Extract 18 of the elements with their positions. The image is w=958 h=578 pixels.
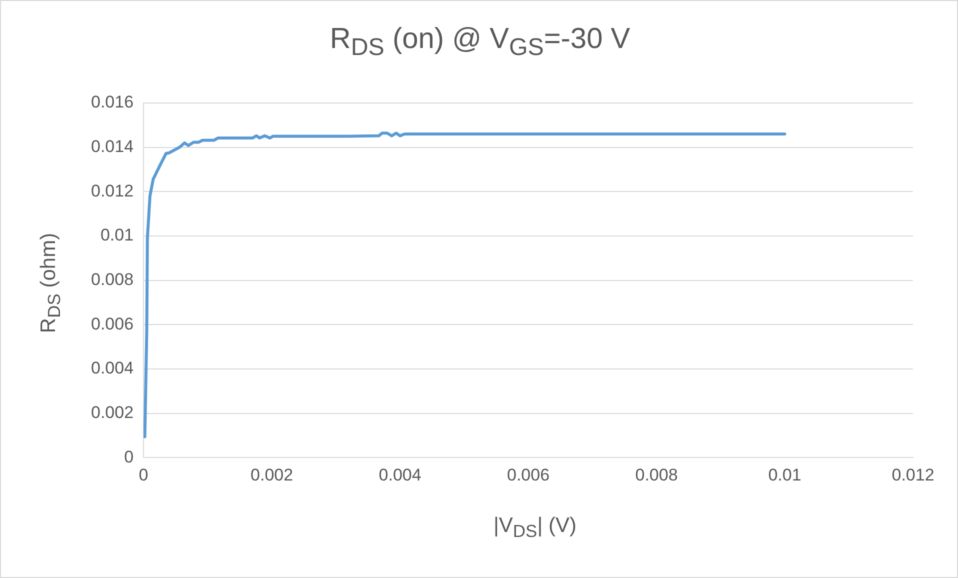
x-tick-label: 0.004: [378, 465, 422, 484]
y-tick-label: 0.006: [90, 314, 134, 334]
y-tick-label: 0.004: [90, 358, 134, 378]
y-tick-label: 0.008: [90, 270, 134, 289]
y-tick-label: 0: [124, 447, 134, 466]
y-tick-label: 0.014: [90, 137, 134, 156]
x-tick-label: 0.002: [250, 465, 294, 484]
x-tick-label: 0.008: [635, 465, 678, 484]
x-tick-label: 0: [138, 465, 148, 484]
x-tick-label: 0.01: [768, 465, 802, 484]
y-tick-label: 0.012: [90, 181, 134, 200]
x-tick-label: 0.006: [506, 465, 550, 484]
y-tick-label: 0.016: [90, 92, 134, 112]
x-tick-label: 0.012: [892, 465, 934, 484]
chart-title: R$_{DS}$ (on) @ V$_{GS}$=-30 V: [328, 23, 632, 62]
y-tick-label: 0.01: [100, 226, 134, 245]
y-tick-label: 0.002: [90, 402, 134, 422]
x-axis-title: |V$_{DS}$| (V): [492, 514, 578, 542]
